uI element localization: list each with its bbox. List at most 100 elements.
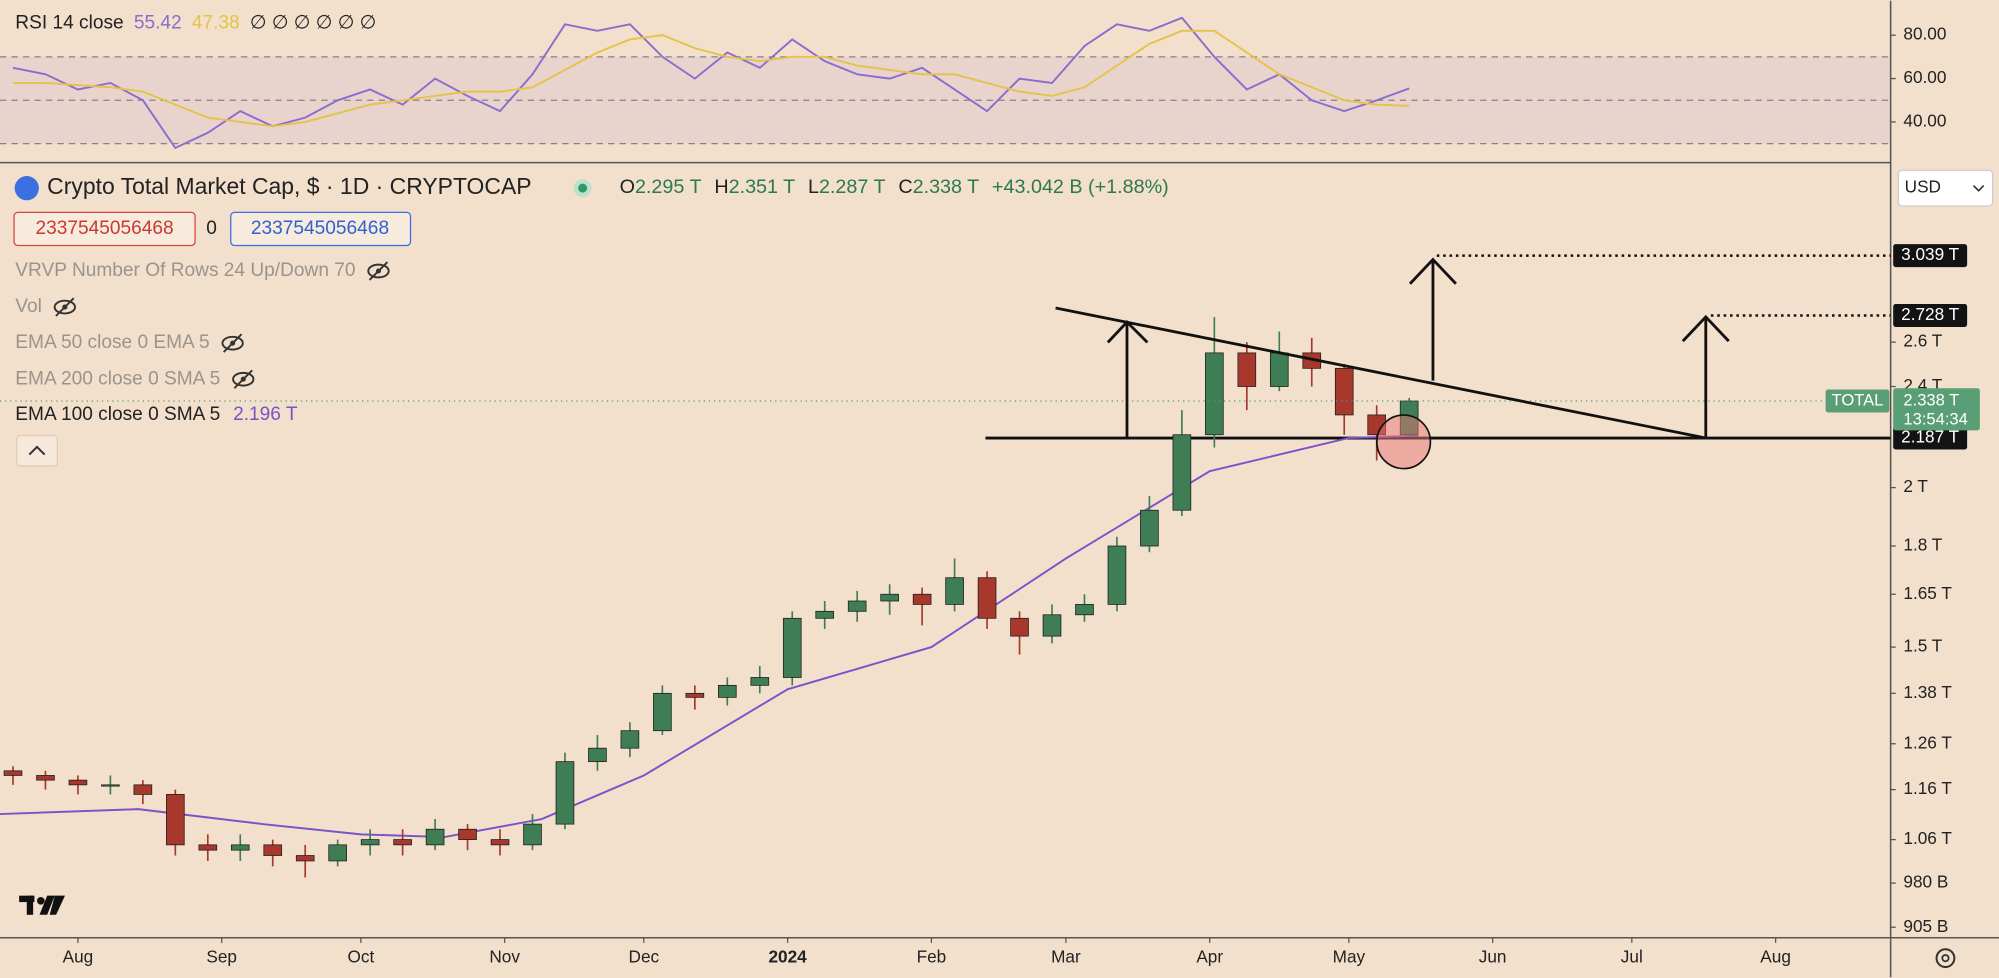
level-label: 2.728 T	[1901, 304, 1960, 324]
candle-body	[393, 839, 412, 846]
rsi-line	[12, 16, 1410, 150]
candle-body	[750, 677, 770, 686]
x-tick-label: Dec	[629, 947, 660, 967]
candle-body	[263, 844, 283, 856]
candle-body	[295, 855, 315, 862]
indicator-label: EMA 50 close 0 EMA 5	[15, 332, 209, 353]
level-label-box	[1893, 426, 1968, 450]
input-value: 2337545056468	[35, 218, 173, 239]
arrow-head	[1408, 257, 1457, 285]
y-tick-label: 80.00	[1903, 24, 1946, 44]
candle-body	[230, 844, 250, 851]
symbol-title: Crypto Total Market Cap, $ · 1D · CRYPTO…	[47, 173, 531, 199]
x-tick-label: Sep	[206, 947, 237, 967]
rsi-value: 55.42	[134, 13, 182, 34]
hidden-icon	[53, 299, 76, 315]
y-tick-label: 1.38 T	[1903, 682, 1952, 702]
x-tick-label: Aug	[1760, 947, 1791, 967]
y-tick-label: 2 T	[1903, 476, 1928, 496]
y-tick-label: 1.26 T	[1903, 732, 1952, 752]
candle-body	[1042, 614, 1062, 637]
x-tick-label: Aug	[63, 947, 94, 967]
logo-part	[19, 895, 35, 903]
rsi-title: RSI 14 close	[15, 13, 123, 34]
arrow-head	[1106, 319, 1149, 344]
logo-part	[39, 895, 55, 915]
y-tick-label: 1.8 T	[1903, 535, 1942, 555]
rsi-ma-value: 47.38	[192, 13, 240, 34]
candle-body	[653, 692, 672, 732]
ema-line	[0, 434, 1419, 838]
logo-part	[26, 895, 34, 915]
hidden-icon	[55, 297, 75, 317]
hidden-icon	[233, 369, 253, 389]
ema-value: 2.196 T	[233, 404, 298, 425]
ema-legend: EMA 100 close 0 SMA 5 2.196 T	[15, 404, 298, 425]
trendline	[1055, 306, 1707, 440]
y-tick-label: 980 B	[1903, 872, 1948, 892]
rsi-hidden-values: ∅ ∅ ∅ ∅ ∅ ∅	[250, 13, 376, 34]
y-tick-label: 1.16 T	[1903, 778, 1952, 798]
currency-label: USD	[1905, 177, 1941, 197]
candle-body	[555, 761, 575, 825]
candle-body	[588, 747, 607, 763]
y-tick-label: 1.5 T	[1903, 636, 1942, 656]
input-box[interactable]	[13, 211, 196, 247]
candle-body	[133, 784, 153, 795]
settings-icon[interactable]	[1935, 948, 1956, 969]
candle-body	[1010, 617, 1029, 637]
y-tick-label: 905 B	[1903, 916, 1948, 936]
drawings	[1055, 257, 1730, 470]
highlight-circle	[1376, 414, 1432, 470]
level-label: 3.039 T	[1901, 244, 1960, 264]
x-tick-label: Apr	[1196, 947, 1223, 967]
ohlc-key: O	[620, 176, 635, 198]
plot-layer: 2.6 T2.4 T2 T1.8 T1.65 T1.5 T1.38 T1.26 …	[0, 16, 1980, 967]
x-tick-label: Jun	[1479, 947, 1507, 967]
indicator-list: VRVP Number Of Rows 24 Up/Down 70 Vol EMA …	[15, 260, 390, 389]
candle-body	[1140, 509, 1159, 547]
candle-body	[685, 692, 705, 698]
symbol-badge-label: TOTAL	[1832, 390, 1884, 409]
y-tick-label: 60.00	[1903, 67, 1946, 87]
candle-body	[1172, 434, 1192, 511]
level-label: 2.187 T	[1901, 427, 1960, 447]
arrow-head	[1681, 314, 1730, 343]
hidden-icon	[368, 261, 389, 281]
candle-body	[1205, 352, 1224, 436]
currency-select[interactable]	[1897, 169, 1994, 207]
candle-body	[360, 839, 380, 846]
candle-body	[1269, 352, 1289, 387]
ohlc-key: L	[808, 176, 819, 198]
hidden-icon	[223, 333, 243, 353]
ohlc-legend: O2.295 T H2.351 T L2.287 T C2.338 T +43.042 …	[620, 176, 1169, 198]
y-tick-label: 40.00	[1903, 110, 1946, 130]
level-label-box	[1893, 244, 1968, 268]
last-price-label: 2.338 T	[1903, 390, 1959, 409]
candle-body	[782, 617, 802, 678]
candle-body	[3, 770, 23, 776]
x-tick-label: May	[1333, 947, 1366, 967]
settings-icon	[1941, 954, 1950, 963]
status-dot	[578, 183, 588, 193]
candle-body	[718, 684, 737, 698]
logo-part	[36, 896, 45, 905]
candle-body	[458, 828, 477, 840]
candle-body	[425, 828, 445, 846]
ohlc-key: C	[898, 176, 912, 198]
candle-body	[198, 844, 218, 851]
collapse-button[interactable]	[15, 434, 59, 467]
input-value: 2337545056468	[251, 218, 389, 239]
x-tick-label: 2024	[768, 947, 807, 967]
y-tick-label: 1.06 T	[1903, 828, 1952, 848]
input-box[interactable]	[230, 211, 412, 247]
candle-body	[36, 775, 55, 781]
y-tick-label: 2.6 T	[1903, 331, 1942, 351]
candle-body	[68, 779, 88, 786]
hidden-icon	[232, 371, 255, 387]
ohlc-value: 2.351 T	[729, 176, 796, 198]
candle-body	[912, 593, 932, 605]
last-price-box	[1893, 388, 1980, 431]
